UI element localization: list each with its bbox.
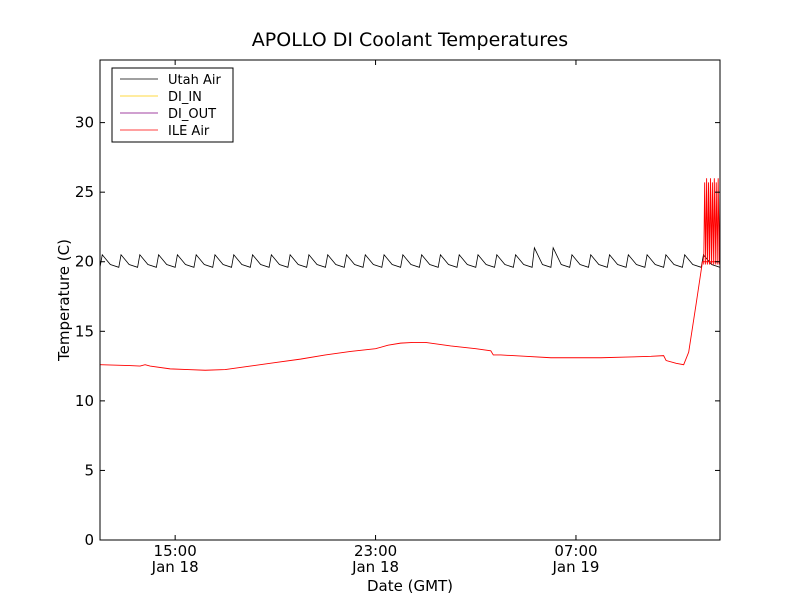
x-axis-label: Date (GMT) xyxy=(367,577,453,595)
plot-frame xyxy=(99,59,721,541)
y-tick-label: 0 xyxy=(84,531,94,549)
series-spikes-ile-air xyxy=(703,178,720,265)
y-tick-label: 10 xyxy=(75,392,94,410)
y-tick-label: 25 xyxy=(75,183,94,201)
x-tick-label-date: Jan 18 xyxy=(351,558,399,576)
x-tick-label-time: 15:00 xyxy=(154,542,197,560)
x-tick-label-date: Jan 19 xyxy=(551,558,599,576)
x-tick-label-time: 23:00 xyxy=(354,542,397,560)
legend-label-di-in: DI_IN xyxy=(168,90,202,105)
x-tick-label-date: Jan 18 xyxy=(151,558,199,576)
y-tick-label: 20 xyxy=(75,253,94,271)
y-axis-label: Temperature (C) xyxy=(55,239,73,362)
y-tick-label: 5 xyxy=(84,461,94,479)
x-tick-label-time: 07:00 xyxy=(554,542,597,560)
chart-title: APOLLO DI Coolant Temperatures xyxy=(252,29,568,51)
legend-label-utah-air: Utah Air xyxy=(168,73,221,88)
series-line-utah-air xyxy=(100,246,720,268)
y-tick-label: 30 xyxy=(75,114,94,132)
legend-label-di-out: DI_OUT xyxy=(168,107,216,122)
y-tick-label: 15 xyxy=(75,322,94,340)
legend-label-ile-air: ILE Air xyxy=(168,124,210,139)
series-line-ile-air xyxy=(100,261,720,371)
legend: Utah Air DI_IN DI_OUT ILE Air xyxy=(111,67,234,143)
